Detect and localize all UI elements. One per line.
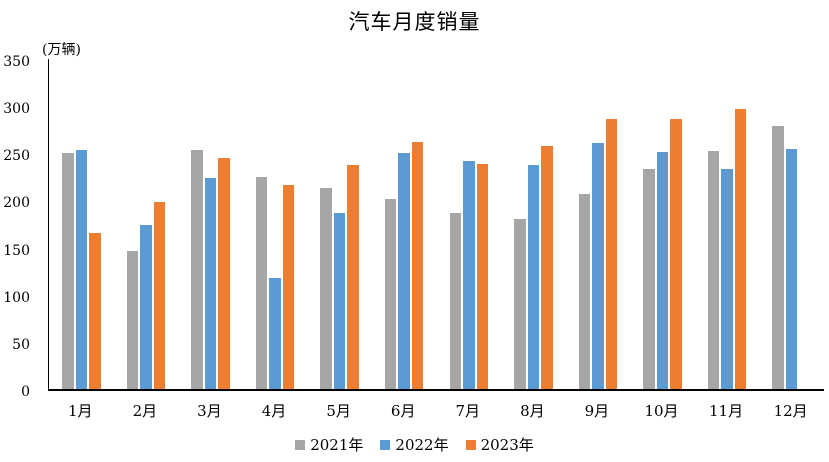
bar-2021年-6月 xyxy=(384,199,397,389)
plot-area xyxy=(48,59,824,391)
bar-2022年-1月 xyxy=(75,150,88,389)
x-axis-label-11月: 11月 xyxy=(709,402,744,420)
y-tick-label: 0 xyxy=(21,384,30,400)
bar-2023年-7月 xyxy=(476,164,488,389)
y-tick-label: 250 xyxy=(3,148,30,165)
bar-2023年-10月 xyxy=(670,119,682,389)
x-axis-label-9月: 9月 xyxy=(584,402,610,420)
x-axis-label-10月: 10月 xyxy=(644,402,679,420)
y-axis-unit-label: (万辆) xyxy=(42,42,81,58)
bar-group-9月 xyxy=(566,59,631,389)
bar-2022年-7月 xyxy=(463,161,475,389)
bar-2023年-11月 xyxy=(734,109,747,389)
x-axis-label-8月: 8月 xyxy=(520,402,545,420)
bar-2023年-8月 xyxy=(541,146,553,389)
bar-2023年-9月 xyxy=(605,119,618,389)
x-axis-labels: 1月 2月 3月 4月 5月 6月 7月 8月 9月 10月 11月 12月 xyxy=(48,400,823,421)
bar-2023年-3月 xyxy=(218,158,230,389)
y-tick-label: 200 xyxy=(3,195,30,212)
bar-2021年-11月 xyxy=(707,151,720,389)
bar-2023年-2月 xyxy=(153,202,166,389)
bar-2022年-10月 xyxy=(656,152,669,389)
bar-2021年-1月 xyxy=(62,153,74,389)
bar-group-8月 xyxy=(501,59,566,389)
y-tick-label: 100 xyxy=(3,289,30,306)
legend-swatch-icon xyxy=(465,439,476,450)
x-axis-label-6月: 6月 xyxy=(390,402,416,420)
x-axis-label-4月: 4月 xyxy=(261,402,287,420)
bar-2021年-10月 xyxy=(643,169,655,389)
legend-label: 2022年 xyxy=(395,436,449,454)
bar-2022年-8月 xyxy=(527,165,540,389)
bar-group-1月 xyxy=(49,59,114,389)
legend-label: 2021年 xyxy=(310,436,364,454)
bar-2021年-9月 xyxy=(578,194,591,389)
bar-2022年-12月 xyxy=(785,149,798,389)
bar-2022年-5月 xyxy=(333,213,346,389)
bar-2023年-6月 xyxy=(411,142,424,389)
y-tick-label: 300 xyxy=(3,101,30,118)
bar-2021年-5月 xyxy=(320,188,332,389)
x-axis-label-2月: 2月 xyxy=(132,402,158,420)
bar-group-4月 xyxy=(243,59,308,389)
x-axis-label-1月: 1月 xyxy=(68,402,93,420)
y-tick-label: 50 xyxy=(12,336,30,353)
bar-2021年-12月 xyxy=(772,126,784,389)
bar-2021年-4月 xyxy=(255,177,268,389)
legend-swatch-icon xyxy=(380,439,391,450)
bar-group-12月 xyxy=(759,59,824,389)
bar-2023年-4月 xyxy=(282,185,295,389)
bar-group-3月 xyxy=(178,59,243,389)
y-tick-label: 350 xyxy=(3,54,30,70)
x-axis-label-3月: 3月 xyxy=(197,402,222,420)
bar-group-10月 xyxy=(630,59,695,389)
bar-group-7月 xyxy=(436,59,501,389)
bar-2021年-7月 xyxy=(449,213,461,389)
bar-2022年-11月 xyxy=(721,169,733,389)
bar-2021年-8月 xyxy=(514,219,526,389)
bar-group-11月 xyxy=(695,59,760,389)
legend-item-2021年: 2021年 xyxy=(295,434,363,455)
legend: 2021年 2022年 2023年 xyxy=(0,434,829,455)
legend-item-2023年: 2023年 xyxy=(465,434,534,455)
legend-item-2022年: 2022年 xyxy=(380,434,449,455)
y-tick-label: 150 xyxy=(3,242,30,259)
bar-2022年-9月 xyxy=(592,143,604,389)
y-axis-tick-labels: 0 50 100 150 200 250 300 350 xyxy=(0,0,30,462)
x-axis-label-7月: 7月 xyxy=(455,402,481,420)
bar-2021年-3月 xyxy=(191,150,203,389)
chart-title: 汽车月度销量 xyxy=(348,10,481,34)
bar-2021年-2月 xyxy=(126,251,139,389)
bar-2022年-4月 xyxy=(269,278,281,389)
bar-2022年-6月 xyxy=(398,153,410,389)
bar-group-2月 xyxy=(114,59,179,389)
legend-swatch-icon xyxy=(295,439,306,450)
bar-group-5月 xyxy=(307,59,372,389)
bar-2022年-2月 xyxy=(140,225,152,389)
bar-group-6月 xyxy=(372,59,437,389)
bar-2023年-5月 xyxy=(347,165,359,389)
bar-2023年-1月 xyxy=(89,233,101,389)
bar-2022年-3月 xyxy=(204,178,217,389)
x-axis-label-5月: 5月 xyxy=(326,402,351,420)
legend-label: 2023年 xyxy=(480,436,534,454)
x-axis-label-12月: 12月 xyxy=(773,402,808,420)
